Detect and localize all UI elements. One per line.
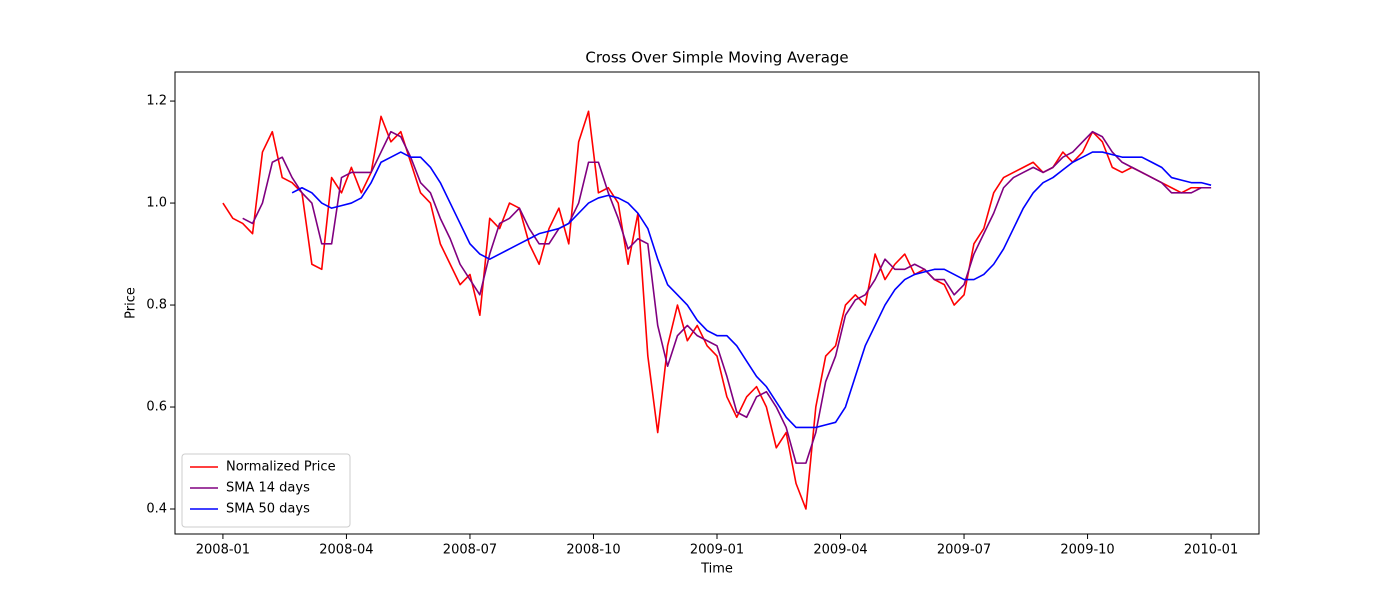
series-line bbox=[242, 130, 1212, 464]
x-axis-label: Time bbox=[700, 562, 733, 577]
plot-frame bbox=[174, 71, 1260, 535]
legend-label: SMA 14 days bbox=[226, 481, 310, 496]
x-tick-label: 2009-01 bbox=[690, 543, 744, 558]
y-tick-label: 0.6 bbox=[146, 400, 167, 415]
y-tick-label: 1.2 bbox=[146, 94, 167, 109]
x-tick-label: 2009-10 bbox=[1060, 543, 1114, 558]
legend-label: SMA 50 days bbox=[226, 502, 310, 517]
x-tick-label: 2008-01 bbox=[196, 543, 250, 558]
x-tick-label: 2008-07 bbox=[443, 543, 497, 558]
chart-title: Cross Over Simple Moving Average bbox=[585, 49, 848, 67]
legend-box bbox=[181, 453, 351, 528]
x-tick-label: 2008-04 bbox=[319, 543, 373, 558]
y-tick-label: 0.4 bbox=[146, 502, 167, 517]
legend-label: Normalized Price bbox=[226, 460, 336, 475]
x-tick-label: 2009-04 bbox=[813, 543, 867, 558]
y-tick-label: 0.8 bbox=[146, 298, 167, 313]
x-tick-label: 2009-07 bbox=[937, 543, 991, 558]
x-tick-label: 2008-10 bbox=[566, 543, 620, 558]
y-axis-label: Price bbox=[124, 287, 139, 319]
y-tick-label: 1.0 bbox=[146, 196, 167, 211]
x-tick-label: 2010-01 bbox=[1184, 543, 1238, 558]
series-line bbox=[291, 151, 1212, 429]
